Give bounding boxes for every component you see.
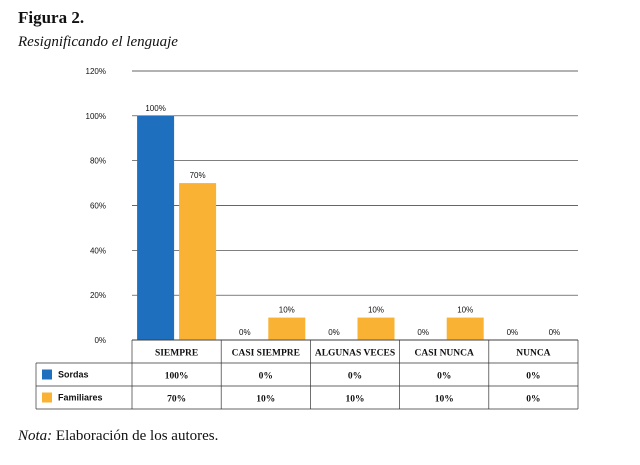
y-tick-label: 40% <box>90 246 106 255</box>
data-label: 0% <box>507 328 519 337</box>
table-cell: 0% <box>526 395 540 405</box>
y-tick-label: 100% <box>86 112 106 121</box>
y-tick-label: 60% <box>90 202 106 211</box>
bar <box>137 115 175 340</box>
data-label: 10% <box>279 306 295 315</box>
data-label: 0% <box>328 328 340 337</box>
category-label: ALGUNAS VECES <box>315 349 395 359</box>
data-label: 10% <box>457 306 473 315</box>
figure-title: Figura 2. <box>18 8 85 27</box>
table-cell: 10% <box>256 395 275 405</box>
data-label: 0% <box>417 328 429 337</box>
data-label: 100% <box>145 104 165 113</box>
y-tick-label: 120% <box>86 67 106 76</box>
figure-subtitle: Resignificando el lenguaje <box>18 34 178 50</box>
table-cell: 0% <box>526 372 540 382</box>
data-label: 0% <box>239 328 251 337</box>
legend-swatch <box>42 392 52 403</box>
note-prefix: Nota: <box>18 428 53 444</box>
bar <box>179 183 217 340</box>
category-label: CASI NUNCA <box>415 349 475 359</box>
category-label: CASI SIEMPRE <box>232 349 300 359</box>
category-label: NUNCA <box>516 349 550 359</box>
bar <box>446 317 484 340</box>
table-cell: 0% <box>348 372 362 382</box>
table-cell: 10% <box>346 395 365 405</box>
figure-note: Nota: Elaboración de los autores. <box>18 428 218 445</box>
legend-swatch <box>42 369 52 380</box>
table-cell: 10% <box>435 395 454 405</box>
legend-label: Sordas <box>58 370 89 380</box>
table-cell: 0% <box>259 372 273 382</box>
table-cell: 100% <box>165 372 189 382</box>
table-cell: 0% <box>437 372 451 382</box>
bar <box>357 317 395 340</box>
y-tick-label: 0% <box>94 336 106 345</box>
bar <box>268 317 306 340</box>
note-text: Elaboración de los autores. <box>52 428 219 444</box>
data-label: 0% <box>549 328 561 337</box>
legend-label: Familiares <box>58 393 103 403</box>
data-label: 70% <box>190 171 206 180</box>
data-label: 10% <box>368 306 384 315</box>
category-label: SIEMPRE <box>155 349 198 359</box>
y-tick-label: 80% <box>90 157 106 166</box>
table-cell: 70% <box>167 395 186 405</box>
y-tick-label: 20% <box>90 291 106 300</box>
